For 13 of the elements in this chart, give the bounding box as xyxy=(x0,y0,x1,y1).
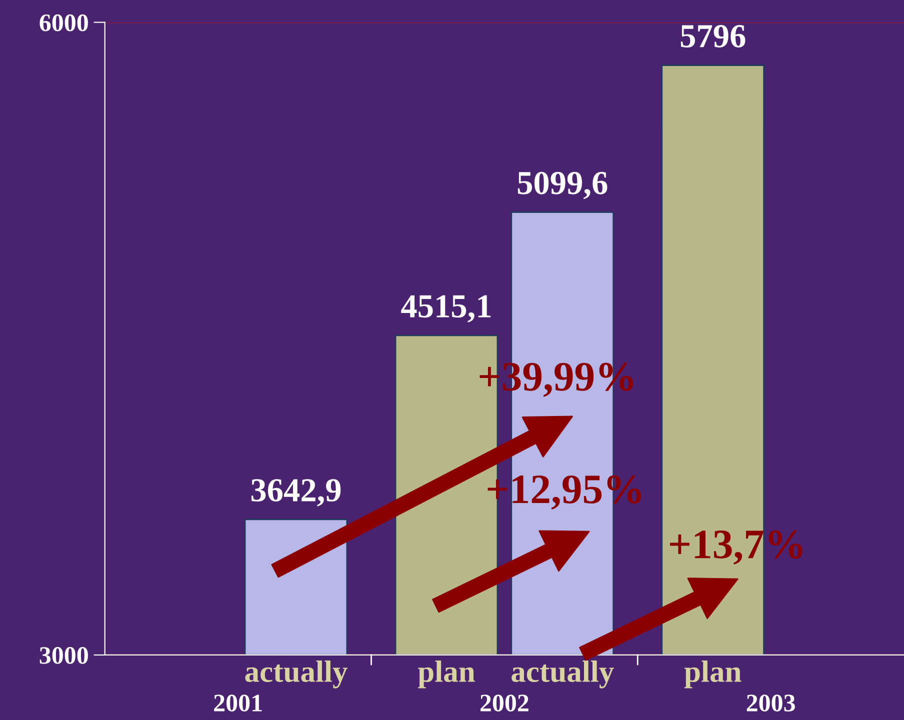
data-label: 3642,9 xyxy=(251,479,341,506)
data-label: 5099,6 xyxy=(518,172,608,200)
data-label: 5796 xyxy=(680,25,746,48)
data-label: 4515,1 xyxy=(401,295,491,322)
text: actually xyxy=(512,660,614,688)
x-tick-label: 2002 xyxy=(480,694,528,712)
series-label: actually xyxy=(245,660,348,688)
x-tick-label: 2003 xyxy=(746,694,795,712)
x-tick-label: 2001 xyxy=(214,694,262,712)
y-tick-label: 6000 xyxy=(40,14,88,32)
series-label: plan xyxy=(418,660,475,688)
text: plan xyxy=(684,660,742,688)
y-tick-label: 3000 xyxy=(40,647,88,664)
